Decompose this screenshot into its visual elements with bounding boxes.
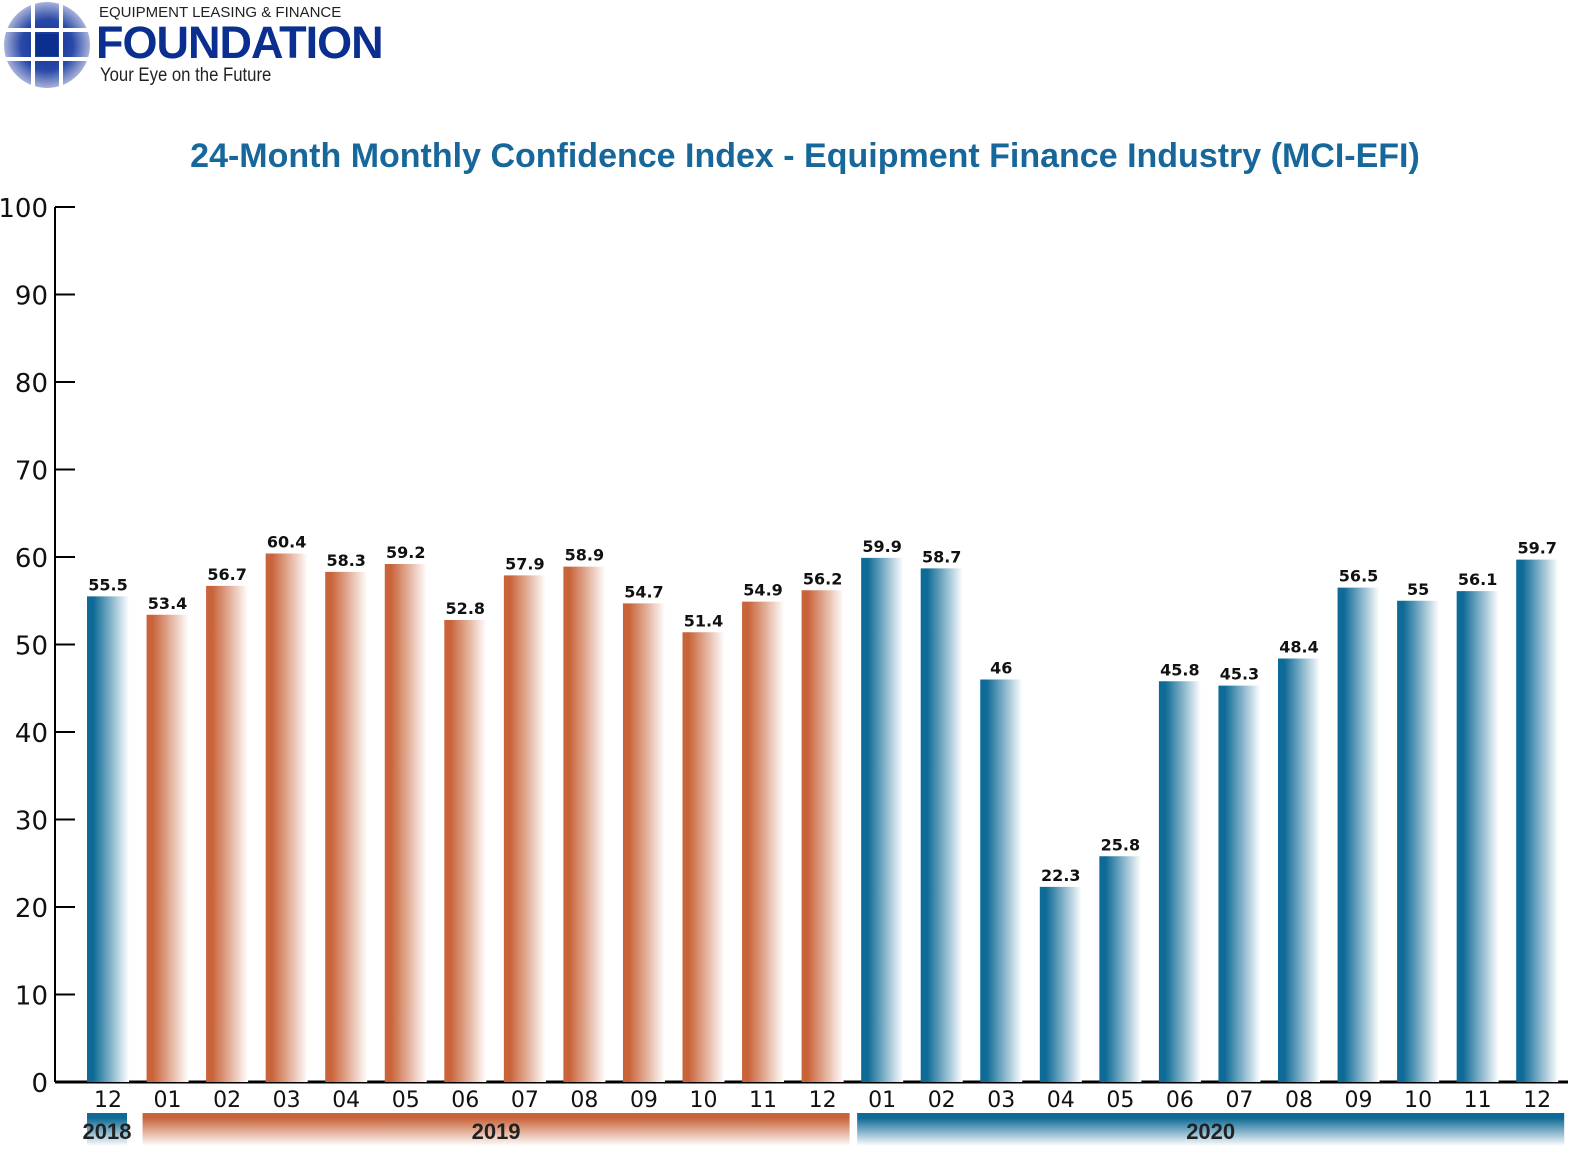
bar-2020-08 (1278, 658, 1320, 1082)
data-label: 56.5 (1339, 567, 1378, 586)
x-tick-label: 09 (1345, 1088, 1373, 1113)
data-label: 59.7 (1517, 539, 1556, 558)
data-label: 45.3 (1220, 665, 1259, 684)
x-tick-label: 07 (1225, 1088, 1253, 1113)
y-tick-label: 0 (31, 1069, 48, 1099)
x-tick-label: 09 (630, 1088, 658, 1113)
data-label: 55 (1407, 580, 1429, 599)
logo-tagline: Your Eye on the Future (100, 65, 272, 86)
x-tick-label: 11 (1464, 1088, 1492, 1113)
data-label: 56.2 (803, 569, 842, 588)
y-tick-label: 20 (15, 894, 48, 924)
bar-2020-05 (1099, 856, 1142, 1082)
x-tick-label: 02 (928, 1088, 956, 1113)
year-band-2020 (857, 1113, 1565, 1146)
data-label: 54.9 (743, 581, 782, 600)
data-label: 60.4 (267, 533, 306, 552)
y-tick-label: 10 (15, 982, 48, 1012)
bar-2020-06 (1158, 681, 1201, 1082)
data-label: 25.8 (1101, 835, 1140, 854)
x-tick-label: 05 (392, 1088, 420, 1113)
x-tick-label: 04 (332, 1088, 360, 1113)
bar-2020-07 (1218, 685, 1261, 1082)
data-label: 56.1 (1458, 570, 1497, 589)
x-tick-label: 01 (154, 1088, 182, 1113)
x-tick-label: 05 (1106, 1088, 1134, 1113)
logo-line1: EQUIPMENT LEASING & FINANCE (99, 4, 342, 21)
chart-title: 24-Month Monthly Confidence Index - Equi… (190, 137, 1420, 175)
year-label: 2019 (472, 1119, 521, 1144)
bar-2020-09 (1337, 587, 1380, 1082)
bar-2020-01 (861, 557, 904, 1082)
x-tick-label: 06 (1166, 1088, 1194, 1113)
x-tick-label: 01 (868, 1088, 896, 1113)
data-label: 54.7 (624, 582, 663, 601)
bar-2019-06 (444, 620, 487, 1082)
bar-2019-08 (563, 566, 606, 1082)
bar-2020-10 (1397, 600, 1440, 1082)
year-band-2018 (87, 1113, 127, 1146)
bar-2019-11 (742, 601, 785, 1082)
data-label: 58.9 (565, 546, 604, 565)
bar-2020-04 (1039, 886, 1082, 1082)
x-tick-label: 03 (987, 1088, 1015, 1113)
data-label: 46 (990, 659, 1012, 678)
globe-grid-icon (0, 0, 95, 95)
data-label: 56.7 (207, 565, 246, 584)
data-label: 59.9 (862, 537, 901, 556)
x-tick-label: 04 (1047, 1088, 1075, 1113)
x-tick-label: 12 (94, 1088, 122, 1113)
x-tick-label: 02 (213, 1088, 241, 1113)
y-tick-label: 70 (15, 457, 48, 487)
y-tick-label: 50 (15, 632, 48, 662)
x-tick-label: 08 (570, 1088, 598, 1113)
bar-2019-04 (325, 571, 368, 1082)
data-label: 58.7 (922, 547, 961, 566)
x-tick-label: 10 (1404, 1088, 1432, 1113)
y-tick-label: 30 (15, 807, 48, 837)
year-label: 2020 (1186, 1119, 1235, 1144)
year-band-2019 (142, 1113, 850, 1146)
y-tick-label: 90 (15, 282, 48, 312)
x-tick-label: 12 (809, 1088, 837, 1113)
bar-2019-09 (622, 603, 665, 1082)
data-label: 53.4 (148, 594, 187, 613)
bar-2020-03 (980, 679, 1023, 1082)
foundation-logo: EQUIPMENT LEASING & FINANCE FOUNDATION Y… (0, 0, 420, 95)
data-label: 55.5 (88, 575, 127, 594)
bar-2019-12 (801, 590, 844, 1082)
data-label: 52.8 (446, 599, 485, 618)
y-tick-label: 60 (15, 544, 48, 574)
data-label: 45.8 (1160, 660, 1199, 679)
data-label: 58.3 (326, 551, 365, 570)
bar-2018-12 (87, 596, 129, 1082)
data-label: 22.3 (1041, 866, 1080, 885)
x-tick-label: 11 (749, 1088, 777, 1113)
bar-2019-02 (206, 585, 249, 1082)
x-tick-label: 07 (511, 1088, 539, 1113)
bar-2020-02 (920, 568, 963, 1082)
x-tick-label: 10 (690, 1088, 718, 1113)
x-tick-label: 12 (1523, 1088, 1551, 1113)
bar-2020-11 (1456, 591, 1499, 1082)
year-label: 2018 (83, 1119, 132, 1144)
y-tick-label: 40 (15, 719, 48, 749)
bar-2019-07 (503, 575, 546, 1082)
bar-2019-05 (384, 564, 427, 1082)
data-label: 48.4 (1279, 638, 1318, 657)
x-tick-label: 06 (451, 1088, 479, 1113)
bar-2019-01 (146, 614, 189, 1082)
logo-line2: FOUNDATION (96, 17, 384, 68)
bar-2019-10 (682, 632, 725, 1082)
y-tick-label: 80 (15, 369, 48, 399)
bar-2020-12 (1516, 559, 1559, 1082)
x-tick-label: 03 (273, 1088, 301, 1113)
data-label: 57.9 (505, 554, 544, 573)
data-label: 51.4 (684, 611, 723, 630)
bar-2019-03 (265, 553, 308, 1082)
x-tick-label: 08 (1285, 1088, 1313, 1113)
data-label: 59.2 (386, 543, 425, 562)
y-tick-label: 100 (0, 194, 48, 224)
